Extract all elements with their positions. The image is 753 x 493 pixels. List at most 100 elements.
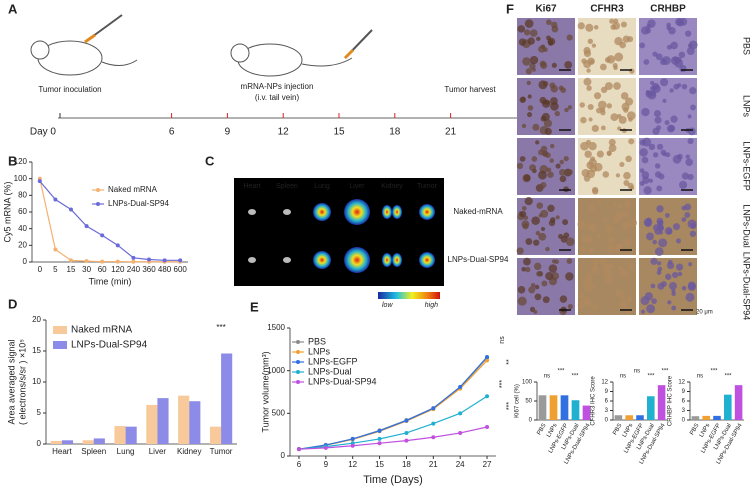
data-point (147, 257, 151, 262)
cell-nucleus (541, 112, 550, 121)
bar (734, 385, 743, 420)
group-label: Naked-mRNA (453, 207, 503, 216)
legend-marker (296, 370, 300, 374)
cell-nucleus (591, 43, 597, 48)
legend-marker (296, 350, 300, 354)
data-point (296, 447, 301, 452)
cell-nucleus (546, 19, 552, 26)
organ-label: Spleen (276, 183, 298, 190)
data-point (53, 197, 58, 202)
cell-nucleus (684, 212, 691, 218)
cell-nucleus (614, 52, 624, 62)
column-header: Ki67 (535, 4, 557, 15)
cell-nucleus (654, 247, 664, 256)
cell-nucleus (549, 158, 554, 163)
cell-nucleus (668, 26, 676, 35)
organ-signal (392, 253, 402, 267)
cell-nucleus (617, 265, 623, 271)
timeline-day: 9 (225, 127, 231, 138)
organ-signal (313, 251, 331, 269)
cell-nucleus (619, 41, 627, 49)
series-line (298, 395, 488, 450)
cell-nucleus (555, 215, 560, 220)
cell-nucleus (623, 199, 631, 208)
cell-nucleus (525, 266, 531, 273)
cell-nucleus (536, 271, 542, 277)
cell-nucleus (685, 158, 693, 167)
cell-nucleus (627, 263, 635, 270)
cell-nucleus (522, 57, 531, 66)
cell-nucleus (566, 34, 573, 41)
bar (582, 405, 591, 420)
cell-nucleus (646, 232, 654, 241)
timeline-day: 6 (169, 127, 175, 138)
cell-nucleus (523, 257, 531, 266)
cell-nucleus (521, 123, 527, 129)
x-tick-label: Lung (117, 447, 135, 456)
bar (221, 353, 233, 444)
cell-nucleus (609, 18, 615, 24)
cell-nucleus (596, 107, 602, 114)
timeline-day: 15 (333, 127, 345, 138)
data-point (84, 224, 89, 229)
cell-nucleus (526, 80, 531, 86)
cell-nucleus (591, 124, 599, 133)
y-tick-label: 0 (37, 439, 42, 448)
row-label: PBS (742, 37, 752, 55)
y-tick-label: 40 (18, 224, 27, 233)
y-tick-label: 20 (32, 315, 41, 324)
cell-nucleus (656, 217, 664, 225)
x-tick-label: Tumor (210, 447, 233, 456)
x-tick-label: 18 (402, 460, 411, 469)
cell-nucleus (687, 173, 694, 181)
cell-nucleus (671, 271, 679, 279)
x-tick-label: 12 (348, 460, 357, 469)
cell-nucleus (664, 213, 670, 218)
significance: ** (506, 359, 513, 365)
cell-nucleus (689, 87, 697, 95)
cell-nucleus (587, 38, 593, 44)
cell-nucleus (564, 61, 573, 69)
y-tick-label: 0 (281, 451, 286, 460)
cell-nucleus (577, 220, 587, 229)
organ-signal (419, 204, 435, 220)
legend-swatch (53, 326, 67, 334)
x-tick-label: 120 (111, 265, 125, 274)
micrograph (516, 197, 575, 255)
cell-nucleus (521, 220, 530, 229)
x-tick-label: Spleen (81, 447, 106, 456)
cell-nucleus (586, 224, 591, 230)
bar (50, 440, 62, 444)
timeline-label: mRNA-NPs injection (241, 82, 314, 91)
cell-nucleus (533, 262, 542, 271)
y-axis-label: CRHBP IHC Score (668, 375, 674, 426)
cell-nucleus (588, 141, 597, 151)
cell-nucleus (681, 83, 688, 90)
cell-nucleus (642, 137, 652, 147)
cell-nucleus (577, 22, 585, 30)
cell-nucleus (559, 295, 568, 303)
cell-nucleus (558, 233, 564, 239)
cell-nucleus (604, 82, 613, 91)
cell-nucleus (604, 224, 614, 234)
bar (625, 415, 633, 420)
panel-letter: D (8, 296, 17, 311)
y-tick-label: 6 (605, 399, 609, 405)
data-point (37, 179, 42, 184)
x-tick-label: PBS (612, 423, 623, 436)
cell-nucleus (560, 87, 567, 93)
legend-marker (296, 380, 300, 384)
cell-nucleus (606, 103, 613, 109)
organ-signal (382, 205, 392, 219)
bar (691, 416, 700, 420)
cell-nucleus (529, 55, 539, 65)
legend-swatch (53, 341, 67, 349)
bar (636, 415, 644, 420)
cell-nucleus (584, 150, 592, 158)
cell-nucleus (534, 284, 540, 290)
data-point (485, 358, 490, 363)
y-tick-label: 5 (37, 408, 42, 417)
cell-nucleus (555, 163, 561, 169)
data-point (431, 421, 436, 426)
cell-nucleus (535, 140, 540, 145)
